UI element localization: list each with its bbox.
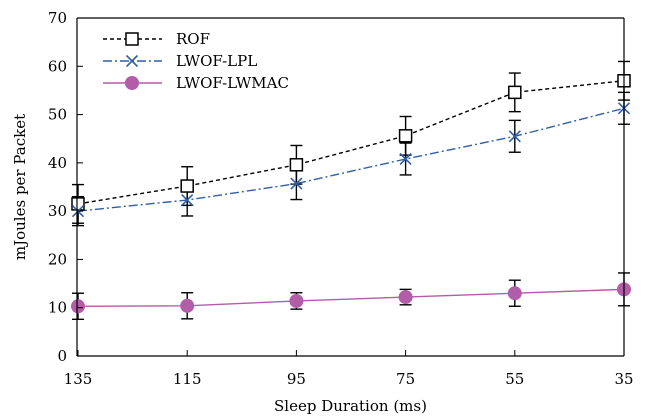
error-bars (72, 60, 630, 321)
legend-label-rof: ROF (176, 30, 210, 48)
data-point-lwof-lpl (508, 130, 521, 143)
legend-item-lwof-lpl: LWOF-LPL (103, 52, 257, 70)
y-tick-label: 50 (48, 106, 67, 124)
series-line-lwof-lwmac (77, 288, 625, 307)
series-line-rof (77, 80, 625, 205)
legend-item-lwof-lwmac: LWOF-LWMAC (103, 74, 289, 92)
legend-label-lwof-lwmac: LWOF-LWMAC (176, 74, 289, 92)
data-point-lwof-lpl (181, 193, 194, 207)
series-lines (77, 80, 625, 307)
data-point-lwof-lwmac (398, 290, 413, 305)
y-tick-label: 0 (57, 347, 67, 365)
legend-marker-lwof-lwmac (125, 76, 139, 90)
y-tick-label: 60 (48, 57, 67, 75)
data-point-lwof-lwmac (289, 293, 304, 308)
series-line-lwof-lpl (77, 107, 625, 212)
ticks: 0 10 20 30 40 50 60 70 135 115 95 75 55 35 (48, 9, 634, 388)
x-tick-label: 95 (287, 370, 306, 388)
data-point-lwof-lwmac (71, 299, 85, 314)
x-tick-label: 75 (396, 370, 415, 388)
data-point-rof (289, 158, 304, 172)
data-point-lwof-lwmac (180, 298, 195, 313)
data-point-lwof-lpl (290, 177, 303, 190)
x-axis-label: Sleep Duration (ms) (274, 397, 427, 415)
axes (76, 17, 625, 357)
data-point-lwof-lpl (399, 152, 412, 166)
series-markers (71, 74, 631, 314)
x-tick-label: 115 (173, 370, 202, 388)
data-point-rof (508, 85, 522, 100)
data-point-lwof-lwmac (507, 286, 522, 301)
data-point-rof (180, 179, 194, 193)
legend-item-rof: ROF (103, 30, 210, 48)
legend-label-lwof-lpl: LWOF-LPL (176, 52, 257, 70)
y-tick-label: 30 (48, 202, 67, 220)
y-tick-label: 70 (48, 9, 67, 27)
legend-marker-rof (125, 32, 139, 46)
legend: ROF LWOF-LPL LWOF-LWMAC (103, 30, 289, 92)
data-point-rof (71, 197, 85, 211)
legend-marker-lwof-lpl (125, 54, 139, 68)
y-tick-label: 40 (48, 154, 67, 172)
data-point-rof (398, 129, 413, 143)
x-tick-label: 55 (505, 370, 524, 388)
y-axis-label: mJoules per Packet (11, 114, 29, 260)
x-tick-label: 35 (614, 370, 633, 388)
x-tick-label: 135 (64, 370, 93, 388)
y-tick-label: 10 (48, 299, 67, 317)
y-tick-label: 20 (48, 250, 67, 268)
